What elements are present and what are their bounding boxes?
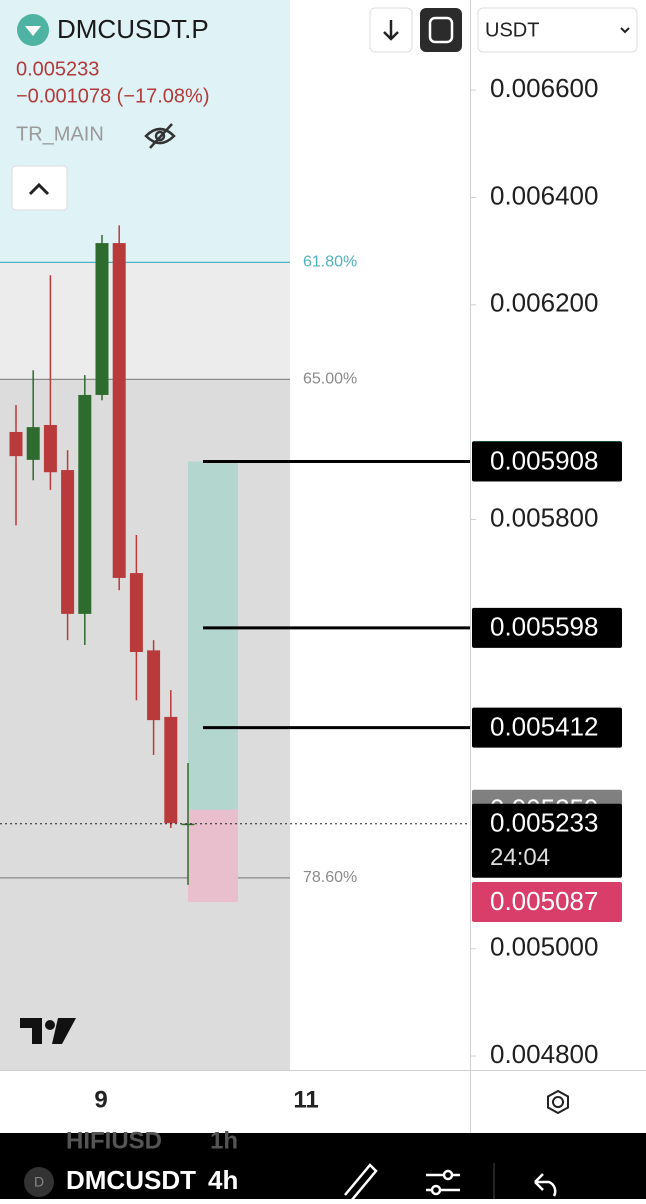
collapse-button[interactable] <box>11 165 68 211</box>
other-interval[interactable]: 1h <box>210 1127 238 1154</box>
slider-knob <box>442 1169 454 1181</box>
price-tick-label: 0.006400 <box>490 180 598 210</box>
scroll-icon <box>383 20 399 41</box>
candle-body <box>9 431 23 457</box>
candle-body <box>181 823 195 826</box>
price-tag-label: 0.005087 <box>490 886 598 916</box>
price-tag <box>472 882 622 923</box>
time-label: 11 <box>293 1086 318 1113</box>
price-tick-label: 0.006200 <box>490 288 598 318</box>
price-tag-label: 0.005233 <box>490 808 598 838</box>
last-price: 0.005233 <box>16 58 99 80</box>
other-symbol[interactable]: HIFIUSD <box>66 1127 162 1154</box>
countdown: 24:04 <box>490 844 550 871</box>
candle-body <box>112 243 126 578</box>
badge <box>24 1167 54 1197</box>
price-tick-label: 0.005800 <box>490 502 598 532</box>
undo-button[interactable] <box>534 1173 557 1197</box>
price-tag-label: 0.005908 <box>490 445 598 475</box>
candle-body <box>61 470 75 614</box>
fib-zone <box>0 0 290 263</box>
layout-icon <box>428 16 454 44</box>
fib-zone <box>0 262 290 380</box>
tv-logo <box>20 1018 76 1044</box>
price-tag <box>472 441 622 482</box>
fib-label: 78.60% <box>303 869 357 886</box>
interval-tab[interactable]: 4h <box>208 1165 238 1195</box>
candle-body <box>78 394 92 614</box>
loss-zone <box>188 809 238 903</box>
dropdown-arrow <box>620 27 630 34</box>
hide-indicator[interactable] <box>144 123 176 149</box>
layout-button[interactable] <box>420 8 462 52</box>
candle-body <box>26 427 40 460</box>
time-label: 9 <box>94 1086 107 1113</box>
candle-body <box>129 573 143 652</box>
symbol-icon-glyph <box>25 26 41 36</box>
symbol[interactable]: DMCUSDT.P <box>57 14 209 44</box>
candle-body <box>95 243 109 395</box>
bottom-bar <box>0 1133 646 1199</box>
settings-button[interactable] <box>547 1089 569 1115</box>
price-change: −0.001078 (−17.08%) <box>16 85 210 107</box>
candle-body <box>164 716 178 824</box>
price-tick-label: 0.004800 <box>490 1039 598 1069</box>
indicator-name[interactable]: TR_MAIN <box>16 123 104 145</box>
candle-body <box>147 650 161 721</box>
price-tag <box>472 607 622 648</box>
slider-knob <box>430 1184 442 1196</box>
badge-text: D <box>34 1174 44 1190</box>
profit-zone <box>188 461 238 810</box>
price-tick-label: 0.006600 <box>490 73 598 103</box>
currency-dropdown[interactable] <box>477 7 638 53</box>
price-tag-label: 0.005598 <box>490 612 598 642</box>
candle-body <box>43 424 57 473</box>
draw-button[interactable] <box>344 1163 378 1202</box>
fib-zone <box>0 379 290 1070</box>
price-tag <box>472 707 622 748</box>
collapse-icon <box>28 182 50 196</box>
fib-label: 61.80% <box>303 254 357 271</box>
symbol-tab[interactable]: DMCUSDT <box>66 1165 196 1195</box>
currency: USDT <box>485 19 539 41</box>
fib-label: 65.00% <box>303 371 357 388</box>
price-tick-label: 0.005000 <box>490 932 598 962</box>
price-tag-label: 0.005412 <box>490 712 598 742</box>
price-tag <box>472 803 622 878</box>
